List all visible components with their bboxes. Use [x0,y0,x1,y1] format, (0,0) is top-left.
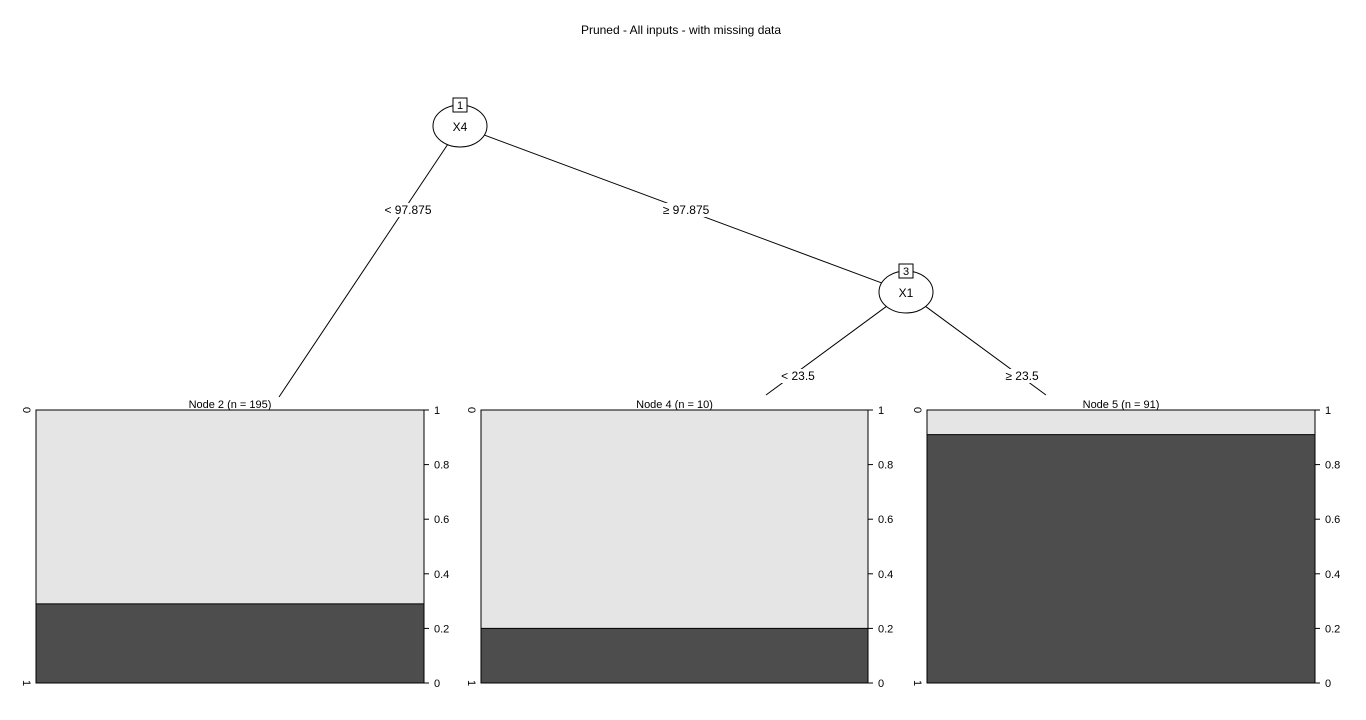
axis-tick-label: 0.8 [434,460,449,472]
edge-label-bg [775,369,821,383]
split-label-3-5: ≥ 23.5 [1005,369,1039,383]
axis-tick-label: 1 [434,405,440,417]
node-id: 3 [903,266,909,278]
edge-label-bg [656,203,716,217]
edges [278,134,1047,398]
chart-title: Pruned - All inputs - with missing data [581,23,781,37]
axis-tick-label: 0 [434,678,440,690]
bar-class-1 [481,628,868,683]
leaf-panel-4: Node 4 (n = 10) 0 1 0 0.2 0.4 0.6 0.8 1 [465,399,893,690]
edge-label-bg [999,369,1045,383]
axis-tick-label: 0.6 [1325,514,1340,526]
inner-node-3: 3 X1 [878,263,934,314]
bar-class-0 [927,410,1315,435]
axis-tick-label: 0.2 [434,623,449,635]
split-label-3-4: < 23.5 [781,369,815,383]
axis-tick-label: 0.6 [878,514,893,526]
bar-class-0 [481,410,868,629]
panel-frame [35,409,425,684]
bar-class-0 [36,410,424,604]
axis-tick-label: 0.8 [878,460,893,472]
category-label: 0 [20,407,32,413]
edge-labels: < 97.875 ≥ 97.875 < 23.5 ≥ 23.5 [378,203,1045,383]
node-variable: X1 [899,286,914,300]
axis-tick-label: 0.2 [1325,623,1340,635]
leaf-label: Node 5 (n = 91) [1083,399,1160,411]
axis-tick-label: 0 [878,678,884,690]
axis-tick-label: 0.2 [878,623,893,635]
edge-label-bg [378,203,438,217]
category-label: 1 [465,680,477,686]
leaf-panels: Node 2 (n = 195)01 00.20.40.60.81 Node 4 (… [20,399,1340,690]
axis-tick-label: 0 [1325,678,1331,690]
axis-tick-label: 0.4 [878,569,893,581]
node-variable: X4 [453,120,468,134]
node-id-box [452,97,468,113]
category-label: 0 [465,407,477,413]
leaf-label: Node 2 (n = 195) [189,399,272,411]
edge-1-2 [278,144,448,398]
axis-tick-label: 0.8 [1325,460,1340,472]
inner-nodes: 1 X4 3 X1 [432,97,934,314]
category-label: 1 [911,680,923,686]
node-id-box [898,263,914,279]
category-label: 1 [20,680,32,686]
axis-tick-label: 0.4 [1325,569,1340,581]
panel-frame [926,409,1316,684]
bar-class-1 [927,434,1315,683]
panel-frame [480,409,869,684]
inner-node-1: 1 X4 [432,97,488,148]
axis-tick-label: 0.4 [434,569,449,581]
node-id: 1 [457,100,463,112]
leaf-panel-5: Node 5 (n = 91) 0 1 0 0.2 0.4 0.6 0.8 1 [911,399,1340,690]
axis-tick-label: 1 [878,405,884,417]
category-label: 0 [911,407,923,413]
split-label-1-3: ≥ 97.875 [663,203,710,217]
leaf-panel-2: Node 2 (n = 195) 0 1 0 0.2 0.4 0.6 0.8 1 [20,399,449,690]
bar-class-1 [36,603,424,683]
axis-tick-label: 0.6 [434,514,449,526]
split-label-1-2: < 97.875 [384,203,431,217]
axis-tick-label: 1 [1325,405,1331,417]
leaf-label: Node 4 (n = 10) [636,399,713,411]
